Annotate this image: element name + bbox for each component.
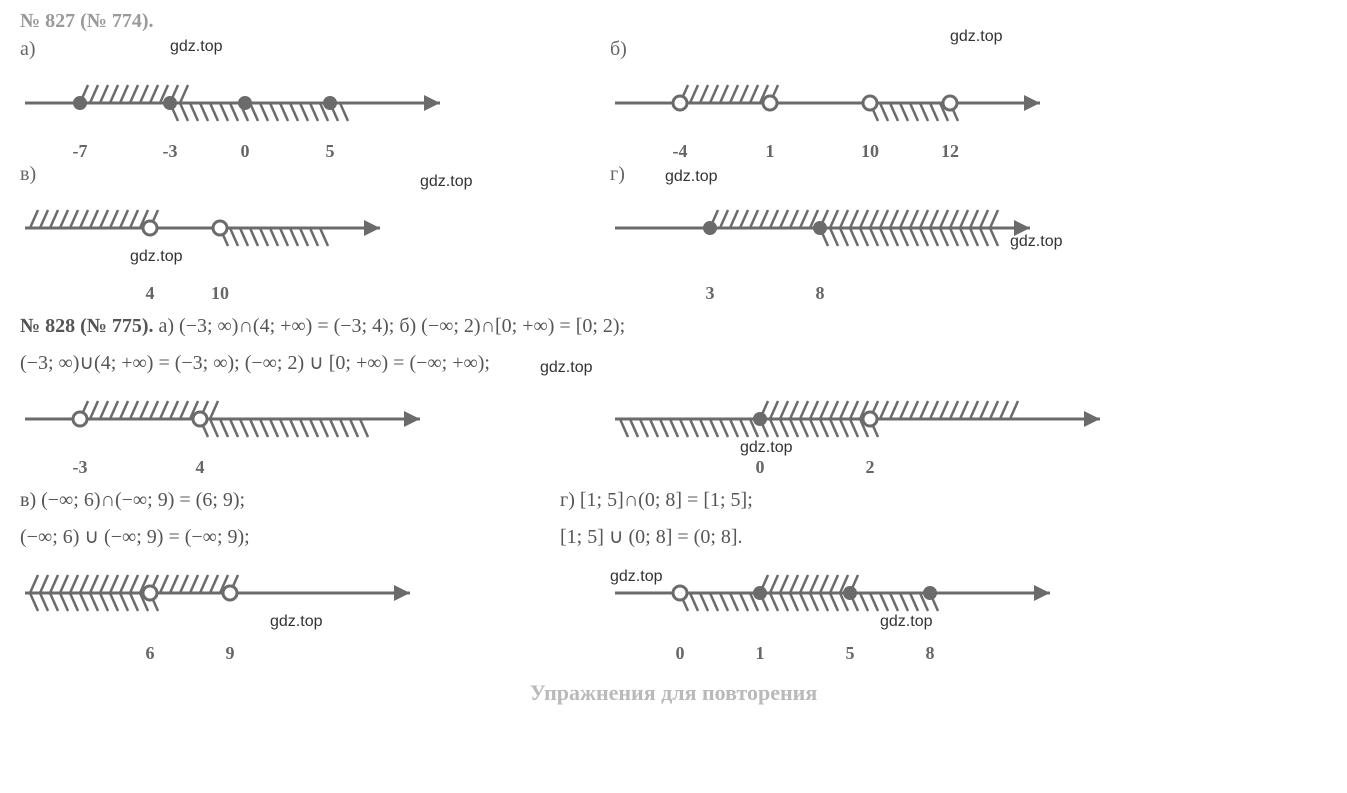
numberline-828-c: 6 9 xyxy=(20,563,570,665)
header-title: № 827 (№ 774). xyxy=(20,10,1327,33)
row-828-2: gdz.top 6 9 gdz.top gdz.top 0 1 5 8 xyxy=(20,558,1327,665)
ex828-line1: № 828 (№ 775). а) (−3; ∞)∩(4; +∞) = (−3;… xyxy=(20,310,1327,342)
label-d: г) xyxy=(610,163,625,186)
ex828-line3c: в) (−∞; 6)∩(−∞; 9) = (6; 9); xyxy=(20,484,520,516)
panel-827-d: г) gdz.top gdz.top 3 8 xyxy=(610,163,1160,305)
tick-label: 6 xyxy=(146,643,155,664)
watermark: gdz.top xyxy=(170,38,222,56)
row-828-1: gdz.top -3 4 gdz.top 0 2 xyxy=(20,384,1327,479)
label-a: а) xyxy=(20,38,36,61)
tick-label: 8 xyxy=(816,283,825,304)
numberline-827-b: -4 1 10 12 xyxy=(610,73,1160,163)
watermark: gdz.top xyxy=(540,359,592,377)
tick-label: 8 xyxy=(926,643,935,664)
tick-label: 0 xyxy=(756,457,765,478)
tick-label: -3 xyxy=(163,141,178,162)
tick-label: 10 xyxy=(211,283,229,304)
panel-827-c: в) gdz.top gdz.top 4 10 xyxy=(20,163,570,305)
ex828-line2: (−3; ∞)∪(4; +∞) = (−3; ∞); (−∞; 2) ∪ [0;… xyxy=(20,347,1327,379)
numberline-828-d: 0 1 5 8 xyxy=(610,563,1160,665)
numberline-827-d: 3 8 xyxy=(610,198,1160,305)
ex828-title: № 828 (№ 775). xyxy=(20,315,154,337)
numberline-827-a: -7 -3 0 5 xyxy=(20,73,570,163)
watermark: gdz.top xyxy=(665,168,717,186)
numberline-828-a: -3 4 xyxy=(20,389,570,479)
ex828-line4d: [1; 5] ∪ (0; 8] = (0; 8]. xyxy=(560,521,1060,553)
tick-label: 5 xyxy=(846,643,855,664)
tick-label: 0 xyxy=(241,141,250,162)
tick-label: 4 xyxy=(146,283,155,304)
tick-label: -7 xyxy=(73,141,88,162)
panel-828-b: gdz.top 0 2 xyxy=(610,384,1160,479)
tick-label: -4 xyxy=(673,141,688,162)
tick-label: -3 xyxy=(73,457,88,478)
row-828-text2: в) (−∞; 6)∩(−∞; 9) = (6; 9); (−∞; 6) ∪ (… xyxy=(20,479,1327,558)
tick-label: 3 xyxy=(706,283,715,304)
watermark: gdz.top xyxy=(950,28,1002,46)
tick-label: 0 xyxy=(676,643,685,664)
tick-label: 12 xyxy=(941,141,959,162)
ex828-text-a: а) (−3; ∞)∩(4; +∞) = (−3; 4); б) (−∞; 2)… xyxy=(159,315,626,337)
panel-827-a: а) gdz.top -7 -3 0 5 xyxy=(20,38,570,163)
row-827-1: а) gdz.top -7 -3 0 5 б) gdz.top -4 1 10 … xyxy=(20,38,1327,163)
label-c: в) xyxy=(20,163,36,186)
panel-827-b: б) gdz.top -4 1 10 12 xyxy=(610,38,1160,163)
row-827-2: в) gdz.top gdz.top 4 10 г) gdz.top gdz.t… xyxy=(20,163,1327,305)
numberline-827-c: 4 10 xyxy=(20,198,570,305)
label-b: б) xyxy=(610,38,627,61)
ex828-line3d: г) [1; 5]∩(0; 8] = [1; 5]; xyxy=(560,484,1060,516)
tick-label: 1 xyxy=(766,141,775,162)
tick-label: 5 xyxy=(326,141,335,162)
footer-heading: Упражнения для повторения xyxy=(20,680,1327,706)
numberline-828-b: 0 2 xyxy=(610,389,1160,479)
ex828-line4c: (−∞; 6) ∪ (−∞; 9) = (−∞; 9); xyxy=(20,521,520,553)
panel-828-a: gdz.top -3 4 xyxy=(20,384,570,479)
tick-label: 10 xyxy=(861,141,879,162)
tick-label: 9 xyxy=(226,643,235,664)
panel-828-c: gdz.top 6 9 xyxy=(20,558,570,665)
tick-label: 4 xyxy=(196,457,205,478)
panel-828-d: gdz.top gdz.top 0 1 5 8 xyxy=(610,558,1160,665)
watermark: gdz.top xyxy=(420,173,472,191)
tick-label: 1 xyxy=(756,643,765,664)
tick-label: 2 xyxy=(866,457,875,478)
